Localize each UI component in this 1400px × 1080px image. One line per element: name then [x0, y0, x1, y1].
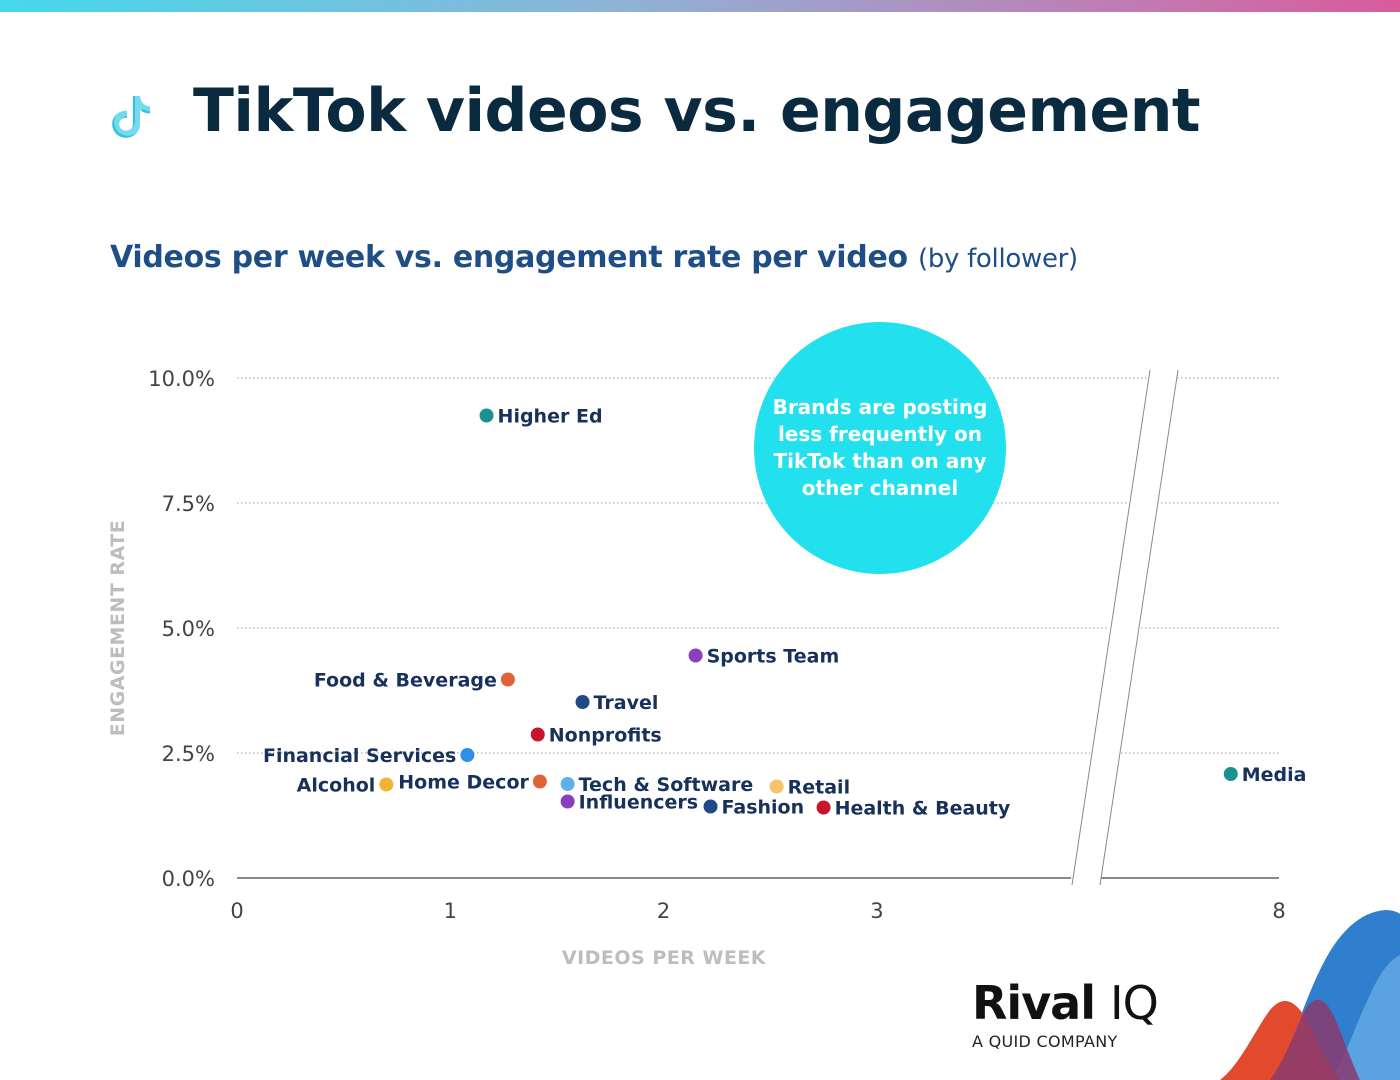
- y-axis-ticks: 0.0% 2.5% 5.0% 7.5% 10.0%: [148, 367, 215, 891]
- y-tick-label: 10.0%: [148, 367, 215, 391]
- axis-break-line: [1071, 369, 1151, 886]
- scatter-point: Food & Beverage: [314, 670, 515, 692]
- point-label: Media: [1242, 764, 1307, 786]
- scatter-point: Financial Services: [263, 745, 475, 767]
- chart-subtitle-main: Videos per week vs. engagement rate per …: [110, 240, 908, 275]
- point-marker: [379, 777, 394, 792]
- scatter-point: Retail: [769, 777, 850, 799]
- scatter-point: Sports Team: [688, 646, 840, 668]
- y-tick-label: 0.0%: [162, 867, 215, 891]
- point-marker: [688, 648, 703, 663]
- point-marker: [460, 748, 475, 762]
- scatter-point: Tech & Software: [560, 774, 754, 796]
- rival-iq-logo: Rival IQ A QUID COMPANY: [972, 978, 1202, 1051]
- scatter-point: Higher Ed: [479, 406, 603, 428]
- scatter-point: Travel: [575, 692, 659, 714]
- x-tick-label: 0: [230, 899, 243, 923]
- decorative-waves: [1220, 910, 1400, 1080]
- scatter-point: Fashion: [703, 797, 805, 819]
- point-label: Travel: [594, 692, 659, 714]
- scatter-point: Health & Beauty: [816, 798, 1011, 820]
- brand-name: Rival IQ: [972, 978, 1202, 1028]
- x-tick-label: 2: [657, 899, 670, 923]
- brand-tagline: A QUID COMPANY: [972, 1032, 1118, 1051]
- scatter-point: Home Decor: [398, 772, 547, 794]
- y-tick-label: 2.5%: [162, 742, 215, 766]
- brand-name-main: Rival: [972, 976, 1096, 1030]
- scatter-point: Nonprofits: [530, 725, 662, 747]
- point-label: Nonprofits: [549, 725, 662, 747]
- point-marker: [769, 779, 784, 794]
- point-marker: [816, 800, 831, 815]
- scatter-point: Influencers: [560, 792, 698, 814]
- point-marker: [575, 695, 590, 709]
- point-marker: [560, 777, 575, 791]
- y-axis-title: ENGAGEMENT RATE: [107, 520, 129, 736]
- scatter-point: Media: [1223, 764, 1307, 786]
- point-label: Influencers: [579, 792, 698, 814]
- x-tick-label: 1: [444, 899, 457, 923]
- chart-subtitle: Videos per week vs. engagement rate per …: [110, 240, 1078, 275]
- point-label: Fashion: [722, 797, 805, 819]
- data-points: Higher Ed Sports Team Food & Beverage Trave…: [263, 406, 1307, 820]
- point-marker: [560, 794, 575, 809]
- point-label: Tech & Software: [579, 774, 754, 796]
- scatter-point: Alcohol: [297, 775, 394, 797]
- y-tick-label: 7.5%: [162, 492, 215, 516]
- point-label: Financial Services: [263, 745, 456, 767]
- point-label: Retail: [788, 777, 850, 799]
- point-marker: [530, 727, 545, 742]
- axis-break-gap: [1070, 370, 1178, 885]
- point-label: Home Decor: [398, 772, 529, 794]
- point-label: Higher Ed: [498, 406, 603, 428]
- point-label: Alcohol: [297, 775, 376, 797]
- y-tick-label: 5.0%: [162, 617, 215, 641]
- point-marker: [532, 774, 547, 789]
- page-title: TikTok videos vs. engagement: [193, 76, 1201, 146]
- tiktok-icon: [112, 94, 152, 138]
- point-label: Sports Team: [707, 646, 840, 668]
- x-tick-label: 8: [1272, 899, 1285, 923]
- point-marker: [703, 799, 718, 814]
- callout-bubble: Brands are posting less frequently on Ti…: [754, 322, 1006, 574]
- axis-break: [1070, 369, 1179, 886]
- point-label: Health & Beauty: [835, 798, 1011, 820]
- point-marker: [1223, 767, 1238, 781]
- point-marker: [500, 672, 515, 687]
- point-label: Food & Beverage: [314, 670, 497, 692]
- x-tick-label: 3: [870, 899, 883, 923]
- brand-name-suffix: IQ: [1110, 976, 1159, 1030]
- chart-subtitle-note: (by follower): [917, 244, 1078, 274]
- point-marker: [479, 408, 494, 423]
- callout-text: Brands are posting less frequently on Ti…: [772, 395, 988, 500]
- x-axis-ticks: 0 1 2 3 8: [230, 899, 1285, 923]
- top-gradient-bar: [0, 0, 1400, 12]
- axis-break-line: [1099, 369, 1179, 886]
- x-axis-title: VIDEOS PER WEEK: [562, 947, 767, 969]
